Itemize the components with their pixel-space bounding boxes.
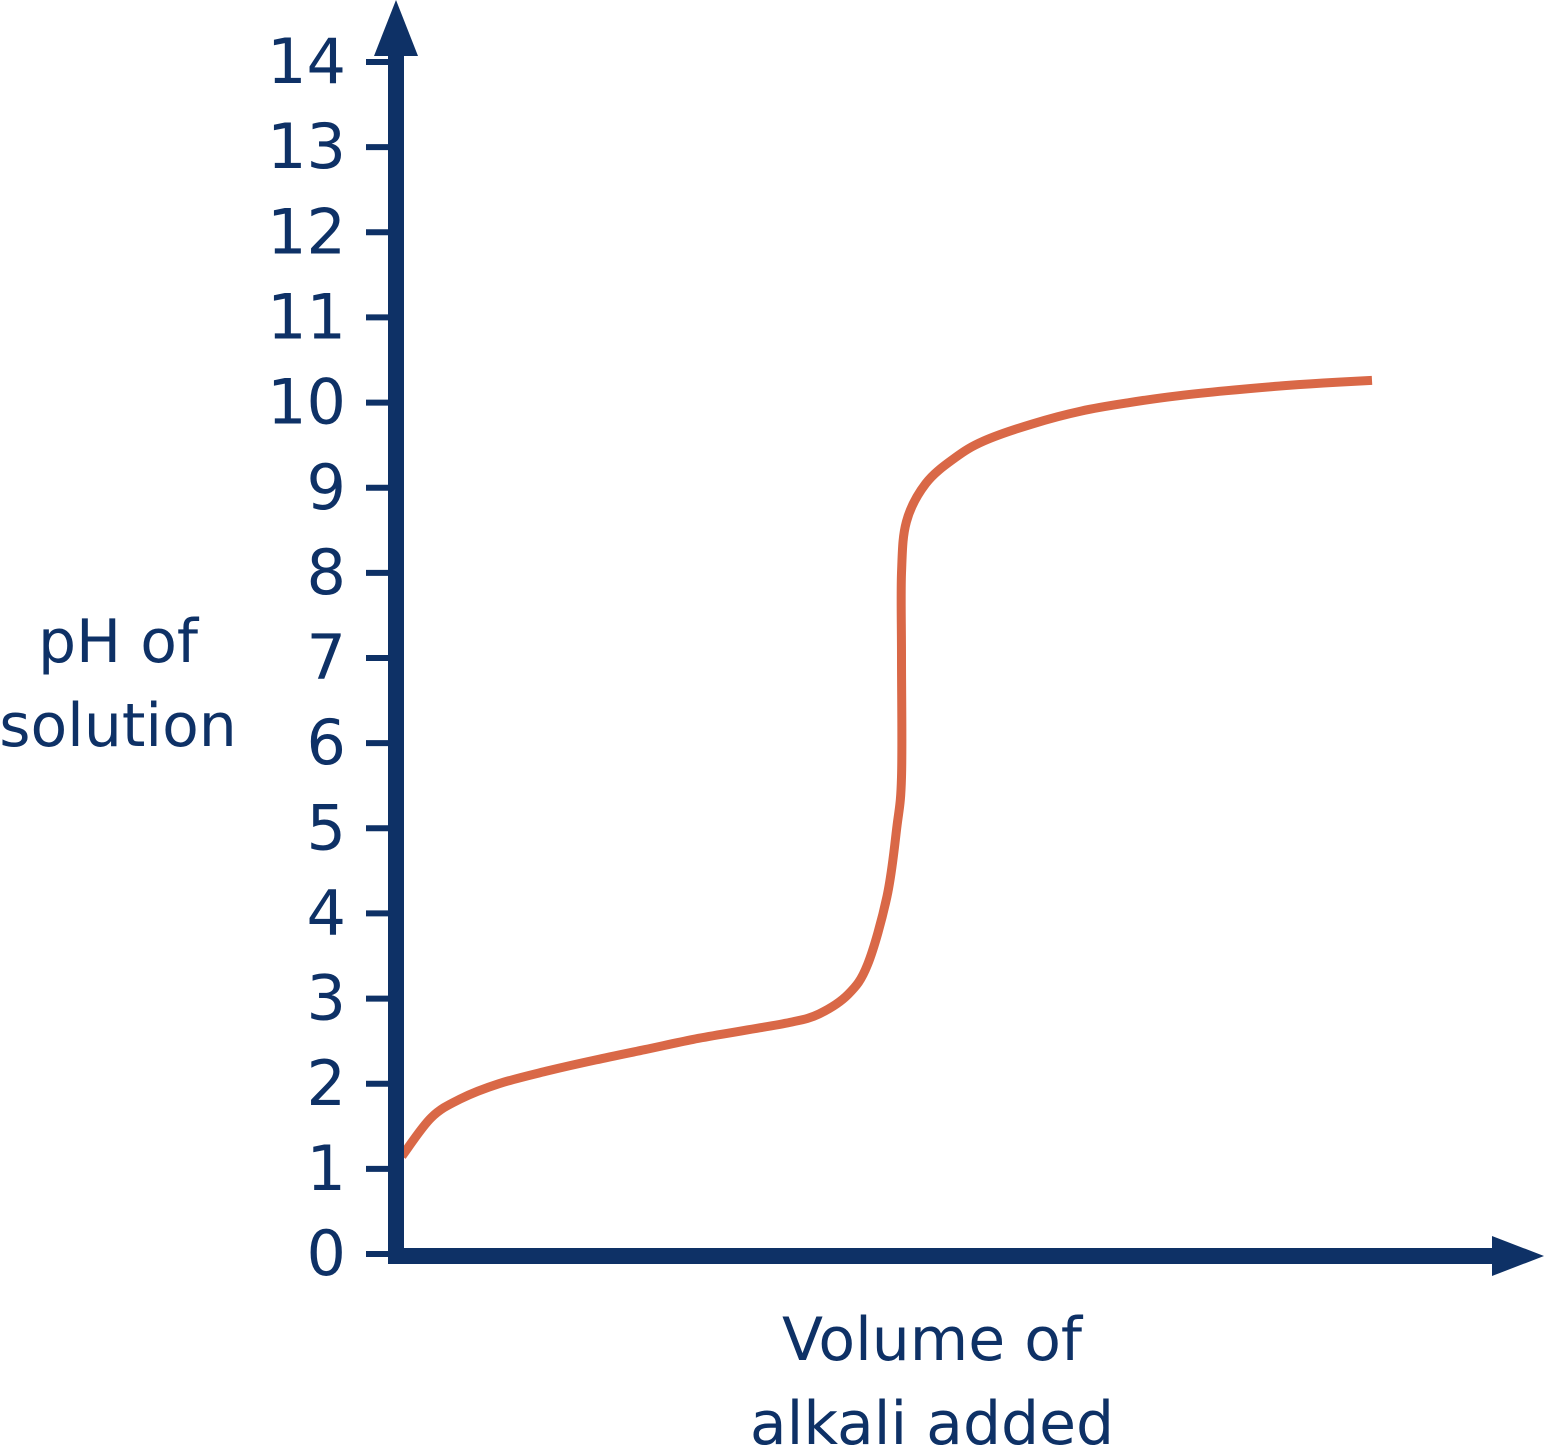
y-tick-label-1: 1: [307, 1132, 346, 1205]
y-tick-label-12: 12: [267, 195, 346, 268]
y-tick-label-2: 2: [307, 1047, 346, 1120]
y-tick-label-7: 7: [307, 621, 346, 694]
y-tick-label-13: 13: [267, 110, 346, 183]
y-tick-label-10: 10: [267, 366, 346, 439]
axes: [374, 0, 1544, 1276]
y-tick-label-11: 11: [267, 281, 346, 354]
x-axis-title-line-2: alkali added: [750, 1389, 1114, 1448]
y-tick-label-3: 3: [307, 962, 346, 1035]
x-axis-title-line-1: Volume of: [782, 1305, 1084, 1375]
y-tick-label-6: 6: [307, 706, 346, 779]
y-axis-arrowhead: [374, 0, 418, 56]
y-axis-title-line-1: pH of: [38, 607, 200, 677]
y-axis-title: pH of solution: [0, 607, 237, 761]
y-tick-label-9: 9: [307, 451, 346, 524]
y-tick-label-8: 8: [307, 536, 346, 609]
curve-layer: [398, 375, 1373, 1159]
y-tick-label-4: 4: [307, 877, 346, 950]
x-axis-arrowhead: [1492, 1236, 1544, 1276]
y-tick-label-14: 14: [267, 25, 346, 98]
y-tick-label-0: 0: [307, 1217, 346, 1290]
ph-curve-line: [398, 375, 1373, 1159]
y-tick-label-5: 5: [307, 791, 346, 864]
y-axis-title-line-2: solution: [0, 691, 237, 761]
x-axis-title: Volume of alkali added: [750, 1305, 1114, 1448]
